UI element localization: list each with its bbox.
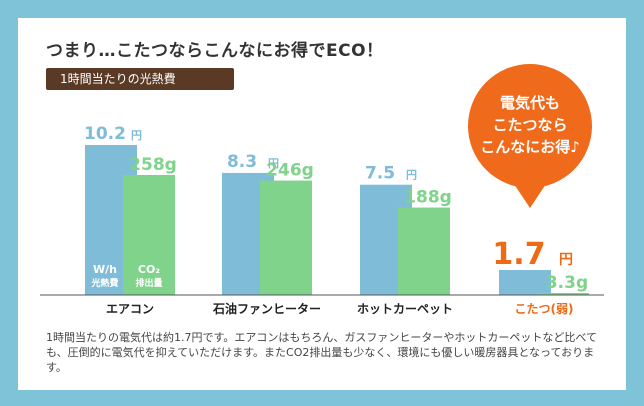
legend-cost-line-2: 光熱費	[90, 277, 118, 289]
cost-bar-3	[499, 270, 551, 295]
category-label-0: エアコン	[106, 302, 154, 316]
co2-bar-0	[123, 175, 175, 295]
co2-value-label-1: 246g	[266, 161, 314, 181]
co2-bar-2	[398, 207, 450, 295]
speech-bubble: 電気代も こたつなら こんなにお得♪	[468, 64, 592, 208]
cost-unit-label-0: 円	[131, 129, 142, 142]
bubble-circle	[468, 64, 592, 188]
cost-unit-label-3: 円	[559, 252, 573, 268]
bubble-line-1: 電気代も	[500, 94, 560, 112]
category-label-2: ホットカーペット	[357, 302, 453, 316]
cost-value-label-3: 1.7	[492, 237, 545, 272]
legend-co2-line-2: 排出量	[135, 277, 162, 289]
legend-co2-line-1: CO₂	[138, 263, 160, 276]
co2-value-label-2: 188g	[404, 188, 452, 208]
co2-bar-3	[537, 293, 589, 295]
cost-value-label-1: 8.3	[227, 152, 257, 172]
bubble-tail	[514, 184, 546, 208]
co2-value-label-0: 258g	[129, 155, 177, 175]
cost-unit-label-2: 円	[406, 169, 417, 182]
co2-value-label-3: 3.3g	[546, 273, 588, 293]
cost-value-label-2: 7.5	[365, 164, 395, 184]
chart-label-tag: 1時間当たりの光熱費	[46, 68, 234, 90]
cost-unit-label-1: 円	[268, 157, 279, 170]
legend-cost-line-1: W/h	[93, 263, 117, 276]
page-title: つまり…こたつならこんなにお得でECO！	[46, 41, 384, 61]
bubble-line-3: こんなにお得♪	[480, 138, 580, 156]
category-label-3: こたつ(弱)	[515, 301, 574, 316]
bubble-line-2: こたつなら	[492, 116, 567, 134]
footnote: 1時間当たりの電気代は約1.7円です。エアコンはもちろん、ガスファンヒーターやホ…	[46, 331, 597, 374]
category-label-1: 石油ファンヒーター	[212, 301, 321, 316]
cost-value-label-0: 10.2	[84, 124, 126, 144]
co2-bar-1	[260, 180, 312, 295]
